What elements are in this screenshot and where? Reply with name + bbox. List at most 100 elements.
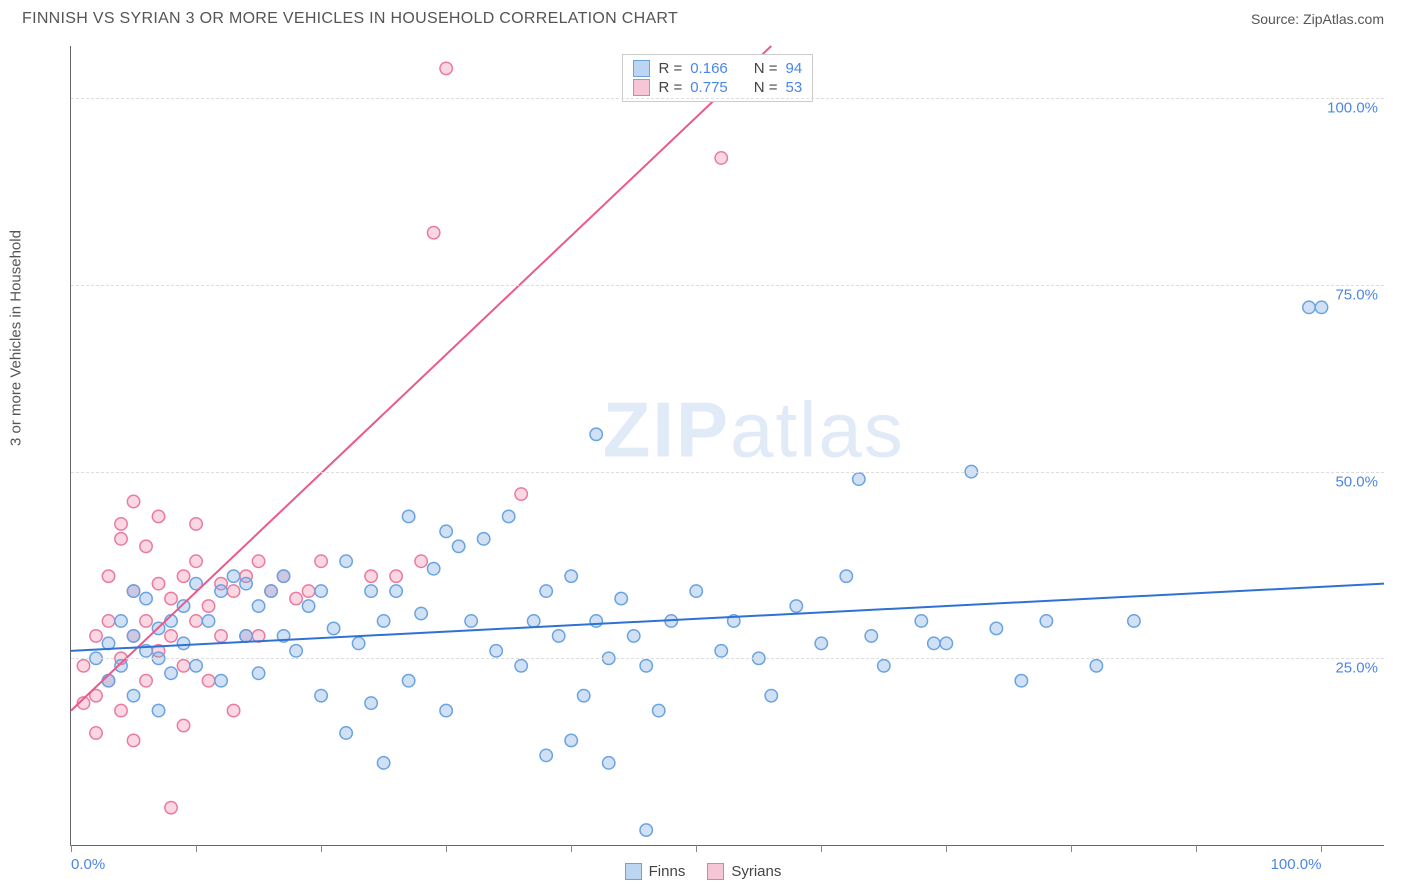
stats-legend: R = 0.166 N = 94 R = 0.775 N = 53	[622, 54, 813, 102]
data-point	[202, 675, 214, 687]
chart-container: 3 or more Vehicles in Household ZIPatlas…	[22, 46, 1384, 846]
data-point	[127, 495, 139, 507]
data-point	[327, 622, 339, 634]
data-point	[152, 510, 164, 522]
data-point	[277, 570, 289, 582]
data-point	[640, 660, 652, 672]
y-tick-label: 25.0%	[1335, 660, 1378, 677]
data-point	[240, 630, 252, 642]
data-point	[940, 637, 952, 649]
x-tick	[71, 845, 72, 852]
data-point	[202, 600, 214, 612]
data-point	[302, 600, 314, 612]
y-tick-label: 75.0%	[1335, 286, 1378, 303]
data-point	[152, 577, 164, 589]
data-point	[790, 600, 802, 612]
data-point	[865, 630, 877, 642]
data-point	[302, 585, 314, 597]
data-point	[690, 585, 702, 597]
data-point	[152, 704, 164, 716]
data-point	[177, 719, 189, 731]
finns-n-value: 94	[786, 60, 803, 77]
data-point	[477, 533, 489, 545]
x-tick	[1071, 845, 1072, 852]
data-point	[290, 645, 302, 657]
data-point	[140, 540, 152, 552]
data-point	[440, 704, 452, 716]
data-point	[215, 630, 227, 642]
data-point	[115, 533, 127, 545]
data-point	[252, 600, 264, 612]
data-point	[390, 585, 402, 597]
data-point	[202, 615, 214, 627]
data-point	[765, 689, 777, 701]
data-point	[315, 585, 327, 597]
data-point	[90, 727, 102, 739]
source-attribution: Source: ZipAtlas.com	[1251, 11, 1384, 27]
syrians-swatch	[707, 863, 724, 880]
stats-row-syrians: R = 0.775 N = 53	[633, 78, 802, 97]
data-point	[427, 563, 439, 575]
data-point	[215, 585, 227, 597]
data-point	[115, 704, 127, 716]
page-title: FINNISH VS SYRIAN 3 OR MORE VEHICLES IN …	[22, 10, 678, 28]
data-point	[840, 570, 852, 582]
r-label: R =	[658, 60, 682, 77]
x-tick	[446, 845, 447, 852]
data-point	[315, 689, 327, 701]
data-point	[340, 727, 352, 739]
data-point	[377, 757, 389, 769]
data-point	[590, 615, 602, 627]
series-legend: Finns Syrians	[0, 863, 1406, 880]
data-point	[402, 675, 414, 687]
data-point	[215, 675, 227, 687]
data-point	[465, 615, 477, 627]
data-point	[615, 592, 627, 604]
data-point	[915, 615, 927, 627]
stats-row-finns: R = 0.166 N = 94	[633, 59, 802, 78]
data-point	[440, 62, 452, 74]
source-prefix: Source:	[1251, 11, 1303, 27]
data-point	[415, 555, 427, 567]
data-point	[190, 555, 202, 567]
x-tick	[1196, 845, 1197, 852]
finns-swatch	[633, 60, 650, 77]
legend-item-finns: Finns	[625, 863, 686, 880]
data-point	[590, 428, 602, 440]
data-point	[990, 622, 1002, 634]
data-point	[1303, 301, 1315, 313]
data-point	[102, 615, 114, 627]
r-label: R =	[658, 79, 682, 96]
data-point	[252, 667, 264, 679]
data-point	[365, 697, 377, 709]
data-point	[628, 630, 640, 642]
data-point	[140, 675, 152, 687]
data-point	[502, 510, 514, 522]
data-point	[77, 660, 89, 672]
data-point	[127, 630, 139, 642]
data-point	[1015, 675, 1027, 687]
data-point	[177, 637, 189, 649]
syrians-label: Syrians	[731, 863, 781, 880]
data-point	[127, 585, 139, 597]
data-point	[715, 645, 727, 657]
data-point	[165, 667, 177, 679]
data-point	[115, 615, 127, 627]
data-point	[415, 607, 427, 619]
data-point	[1128, 615, 1140, 627]
data-point	[102, 675, 114, 687]
data-point	[928, 637, 940, 649]
data-point	[190, 660, 202, 672]
data-point	[365, 570, 377, 582]
data-point	[227, 704, 239, 716]
data-point	[177, 660, 189, 672]
y-tick-label: 50.0%	[1335, 473, 1378, 490]
data-point	[190, 615, 202, 627]
data-point	[515, 660, 527, 672]
finns-r-value: 0.166	[690, 60, 728, 77]
source-link[interactable]: ZipAtlas.com	[1303, 11, 1384, 27]
x-tick	[1321, 845, 1322, 852]
data-point	[540, 585, 552, 597]
data-point	[265, 585, 277, 597]
data-point	[603, 757, 615, 769]
